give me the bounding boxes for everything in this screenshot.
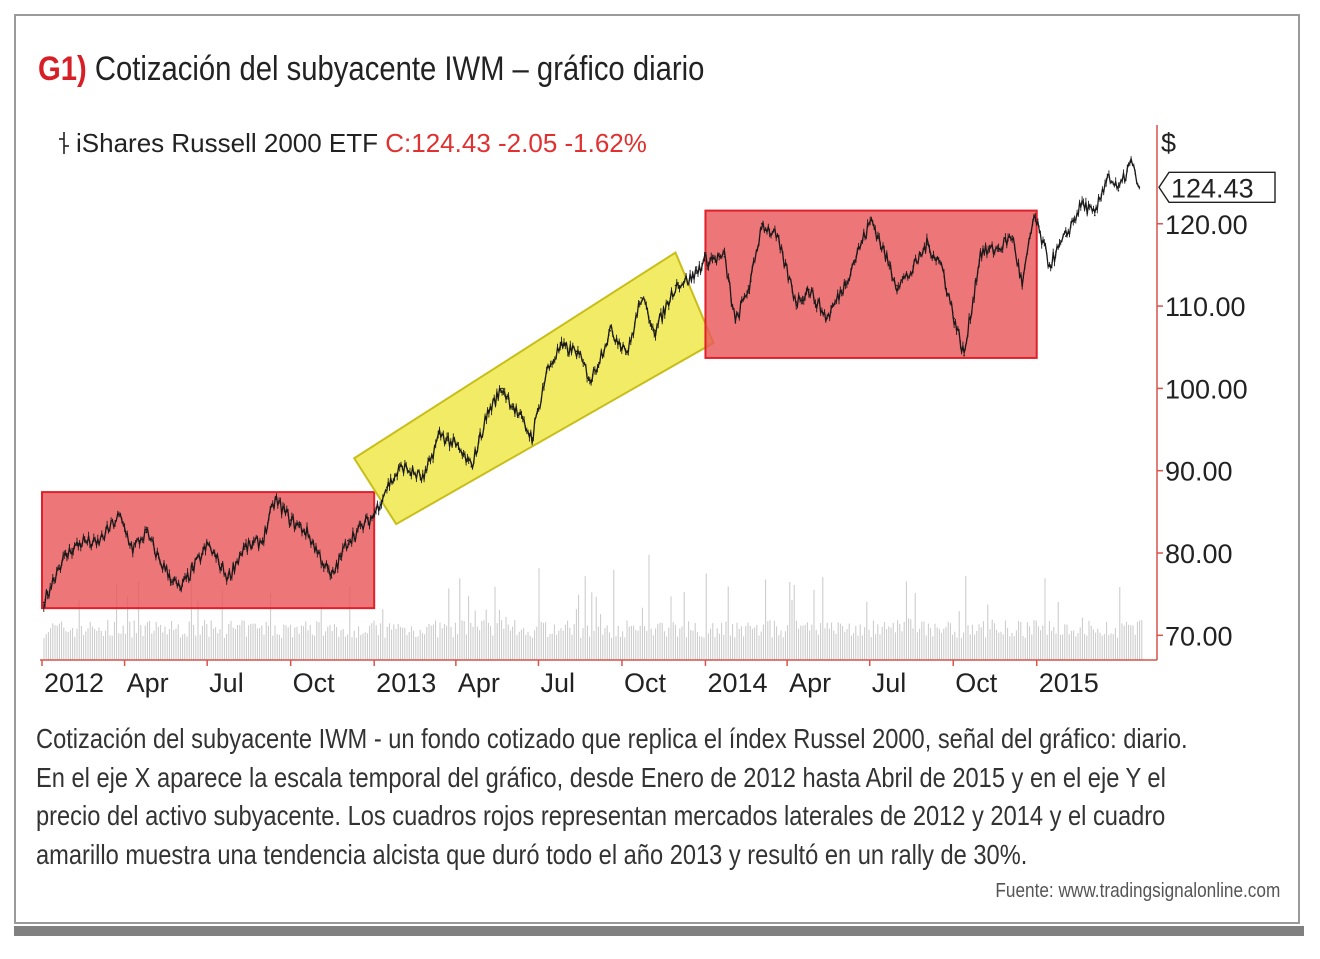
figure-caption: Cotización del subyacente IWM - un fondo… <box>36 720 1286 874</box>
y-tick-label: 110.00 <box>1165 292 1246 322</box>
x-tick-label: 2015 <box>1039 668 1099 698</box>
figure-title: G1) Cotización del subyacente IWM – gráf… <box>38 50 704 89</box>
instrument-name: iShares Russell 2000 ETF <box>76 128 379 158</box>
x-tick-label: Apr <box>458 668 500 698</box>
price-point <box>330 576 333 579</box>
price-point <box>43 601 45 604</box>
x-tick-label: 2012 <box>44 668 104 698</box>
sideways-range-box <box>41 491 376 610</box>
x-tick-label: Apr <box>789 668 831 698</box>
y-tick-label: 90.00 <box>1165 457 1233 487</box>
price-point <box>501 387 503 390</box>
volume-bars <box>43 554 1143 660</box>
ohlc-bar-icon <box>58 130 70 156</box>
price-point <box>1011 235 1013 237</box>
source-note: Fuente: www.tradingsignalonline.com <box>995 880 1280 902</box>
last-price-label: 124.43 <box>1171 173 1254 203</box>
x-tick-label: Oct <box>293 668 336 698</box>
y-tick-label: 80.00 <box>1165 539 1233 569</box>
chart-legend: iShares Russell 2000 ETF C:124.43 -2.05 … <box>58 128 647 159</box>
instrument-quote: C:124.43 -2.05 -1.62% <box>385 128 647 158</box>
figure-number: G1) <box>38 50 87 88</box>
range-boxes <box>41 209 1038 610</box>
y-tick-label: 120.00 <box>1165 210 1248 240</box>
y-tick-label: 100.00 <box>1165 374 1248 404</box>
uptrend-channel-box <box>352 251 715 526</box>
x-tick-label: 2014 <box>707 668 767 698</box>
caption-line: amarillo muestra una tendencia alcista q… <box>36 838 1028 870</box>
x-tick-label: Jul <box>540 668 575 698</box>
card-shadow <box>14 926 1304 936</box>
x-tick-label: Oct <box>955 668 998 698</box>
price-point <box>71 548 73 550</box>
y-tick-label: 70.00 <box>1165 621 1233 651</box>
figure-title-text: Cotización del subyacente IWM – gráfico … <box>94 50 705 88</box>
y-axis-unit: $ <box>1161 128 1176 158</box>
price-point <box>1117 190 1120 192</box>
axes: $70.00 80.00 90.00 100.00 110.00 120.00 124.43… <box>40 125 1276 698</box>
price-point <box>896 284 898 287</box>
price-point <box>347 539 349 542</box>
caption-line: En el eje X aparece la escala temporal d… <box>36 761 1166 793</box>
price-point <box>640 297 642 299</box>
price-series <box>43 156 1141 612</box>
last-price-tag <box>1158 171 1276 204</box>
x-tick-label: Apr <box>127 668 169 698</box>
sideways-range-box <box>704 209 1038 359</box>
caption-line: Cotización del subyacente IWM - un fondo… <box>36 723 1188 754</box>
price-point <box>58 564 60 567</box>
figure-card <box>14 14 1300 924</box>
price-point <box>1065 235 1067 237</box>
x-tick-label: Jul <box>872 668 907 698</box>
caption-line: precio del activo subyacente. Los cuadro… <box>36 800 1166 831</box>
x-tick-label: Jul <box>209 668 244 698</box>
x-tick-label: 2013 <box>376 668 436 698</box>
x-tick-label: Oct <box>624 668 667 698</box>
